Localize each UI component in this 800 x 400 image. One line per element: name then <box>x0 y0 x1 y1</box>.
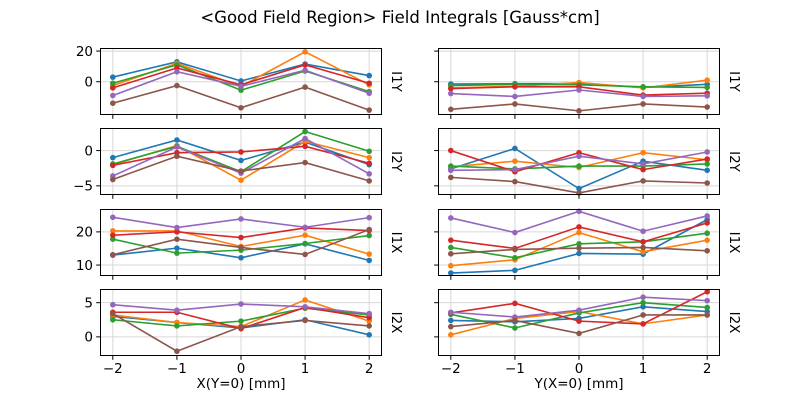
axes-spines <box>438 289 720 357</box>
tick-marks <box>96 302 370 360</box>
x-tick-label: 1 <box>301 361 310 377</box>
series-4-red <box>448 148 710 175</box>
x-tick-label: 2 <box>703 361 712 377</box>
series-5-purple <box>448 87 710 100</box>
series-6-brown <box>110 310 372 355</box>
tick-marks <box>96 231 370 280</box>
y-tick-label: 0 <box>84 74 93 90</box>
plot-area: I1X <box>434 208 742 280</box>
x-axis-label-left-column: X(Y=0) [mm] <box>196 376 286 392</box>
tick-marks <box>434 231 708 280</box>
subplot-i2y-vs-y: I2Y <box>434 128 742 200</box>
series-5-purple <box>110 214 372 231</box>
subplot-i2x-vs-x: 0 5 −2 −1 0 1 2 I2X <box>84 289 404 377</box>
axes-spines <box>100 48 382 115</box>
axes-spines <box>438 208 720 276</box>
plot-area: 0 20 I1Y <box>76 44 404 119</box>
row-label-i1y: I1Y <box>726 71 742 93</box>
y-tick-label: 10 <box>76 258 93 274</box>
tick-marks <box>434 50 708 119</box>
y-tick-label: 20 <box>76 44 93 60</box>
tick-marks <box>434 150 708 200</box>
subplot-i1y-vs-x: 0 20 I1Y <box>76 44 404 119</box>
plot-area: 10 20 I1X <box>76 208 404 280</box>
series-6-brown <box>110 226 372 258</box>
row-label-i2y: I2Y <box>388 151 404 173</box>
axes-spines <box>100 289 382 357</box>
x-tick-label: −1 <box>505 361 525 377</box>
y-tick-label: 0 <box>84 330 93 346</box>
x-tick-label: −2 <box>441 361 461 377</box>
series-6-brown <box>448 312 710 337</box>
x-axis-label-right-column: Y(X=0) [mm] <box>534 376 624 392</box>
x-tick-label: 2 <box>365 361 374 377</box>
plot-area: −2 −1 0 1 2 I2X <box>434 289 742 377</box>
series-6-brown <box>110 153 372 185</box>
y-tick-label: −5 <box>73 179 93 195</box>
series-5-purple <box>448 149 710 174</box>
subplot-i1x-vs-x: 10 20 I1X <box>76 208 404 280</box>
row-label-i2x: I2X <box>388 312 404 334</box>
grid-lines <box>438 128 720 196</box>
subplot-i2y-vs-x: −5 0 I2Y <box>73 128 404 200</box>
series-5-purple <box>110 301 372 317</box>
plot-area: I2Y <box>434 128 742 200</box>
row-label-i1x: I1X <box>726 231 742 253</box>
series-5-purple <box>110 67 372 99</box>
subplot-i2x-vs-y: −2 −1 0 1 2 I2X <box>434 289 742 377</box>
plot-area: 0 5 −2 −1 0 1 2 I2X <box>84 289 404 377</box>
figure-title: <Good Field Region> Field Integrals [Gau… <box>200 8 600 27</box>
row-label-i2x: I2X <box>726 312 742 334</box>
tick-marks <box>96 50 370 119</box>
x-tick-label: −2 <box>103 361 123 377</box>
x-tick-label: −1 <box>167 361 187 377</box>
series-6-brown <box>110 82 372 113</box>
axes-spines <box>438 48 720 115</box>
series-6-brown <box>448 101 710 114</box>
series-6-brown <box>448 244 710 257</box>
subplot-i1x-vs-y: I1X <box>434 208 742 280</box>
tick-marks <box>434 302 708 360</box>
axes-spines <box>100 208 382 276</box>
row-label-i2y: I2Y <box>726 151 742 173</box>
x-tick-label: 1 <box>639 361 648 377</box>
y-tick-label: 20 <box>76 224 93 240</box>
y-tick-label: 5 <box>84 296 93 312</box>
axes-spines <box>100 128 382 196</box>
tick-marks <box>96 150 370 200</box>
plot-area: −5 0 I2Y <box>73 128 404 200</box>
y-tick-label: 0 <box>84 144 93 160</box>
row-label-i1y: I1Y <box>388 71 404 93</box>
series-5-purple <box>448 208 710 236</box>
row-label-i1x: I1X <box>388 231 404 253</box>
x-tick-label: 0 <box>575 361 584 377</box>
subplot-i1y-vs-y: I1Y <box>434 48 742 119</box>
series-5-purple <box>448 294 710 321</box>
axes-spines <box>438 128 720 196</box>
plot-area: I1Y <box>434 48 742 119</box>
x-tick-label: 0 <box>237 361 246 377</box>
